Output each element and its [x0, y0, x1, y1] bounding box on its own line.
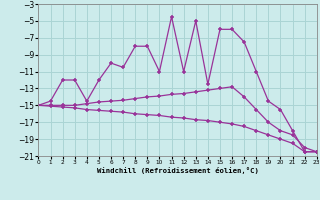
X-axis label: Windchill (Refroidissement éolien,°C): Windchill (Refroidissement éolien,°C) — [97, 167, 259, 174]
